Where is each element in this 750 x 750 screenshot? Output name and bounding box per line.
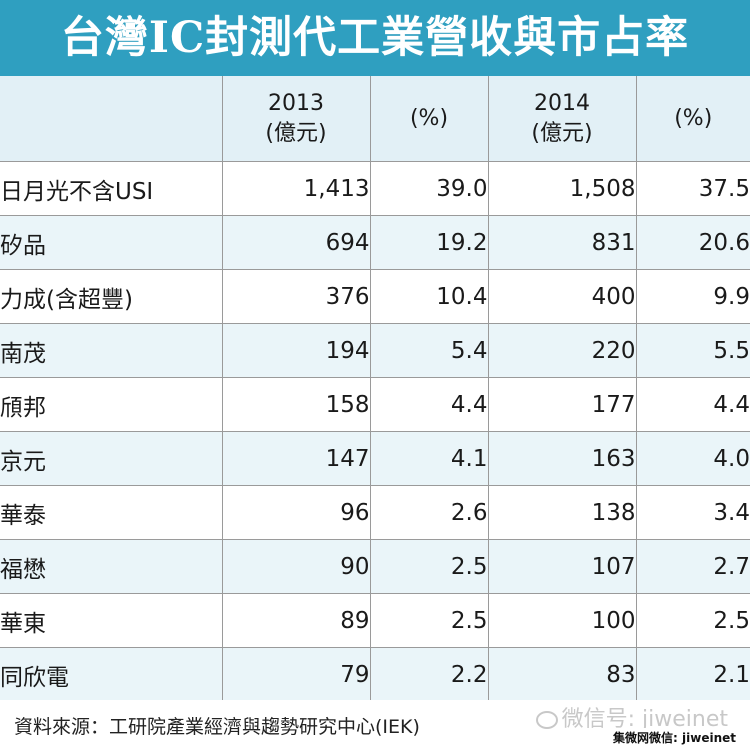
column-unit-label: (億元) [265,120,327,146]
table-row: 南茂 194 5.4 220 5.5 [0,323,750,378]
share-2013-cell: 2.2 [370,647,489,702]
table-row: 同欣電 79 2.2 83 2.1 [0,647,750,702]
share-2014-cell: 37.5 [636,161,750,216]
share-2013-cell: 2.5 [370,539,489,594]
share-2014-cell: 4.0 [636,431,750,486]
share-2013-cell: 2.5 [370,593,489,648]
source-note: 資料來源：工研院產業經濟與趨勢研究中心(IEK) [14,716,420,738]
table-row: 日月光不含USI 1,413 39.0 1,508 37.5 [0,161,750,216]
footer: 資料來源：工研院產業經濟與趨勢研究中心(IEK) 微信号: jiweinet 集… [0,700,750,750]
share-2014-cell: 20.6 [636,215,750,270]
revenue-2014-cell: 83 [488,647,637,702]
column-unit-label: (億元) [531,120,593,146]
company-name-cell: 南茂 [0,323,223,378]
share-2013-cell: 10.4 [370,269,489,324]
company-name-cell: 日月光不含USI [0,161,223,216]
company-name-cell: 矽品 [0,215,223,270]
revenue-2014-cell: 177 [488,377,637,432]
share-2014-cell: 9.9 [636,269,750,324]
company-name-cell: 力成(含超豐) [0,269,223,324]
company-name-cell: 同欣電 [0,647,223,702]
revenue-2014-cell: 107 [488,539,637,594]
watermark-text: 微信号: jiweinet [561,707,728,732]
revenue-2014-cell: 1,508 [488,161,637,216]
revenue-2013-cell: 89 [222,593,371,648]
watermark: 微信号: jiweinet [535,701,728,733]
share-2013-cell: 2.6 [370,485,489,540]
wechat-icon [535,711,558,729]
revenue-2014-cell: 163 [488,431,637,486]
revenue-2013-cell: 376 [222,269,371,324]
share-2014-cell: 3.4 [636,485,750,540]
revenue-2014-cell: 400 [488,269,637,324]
revenue-2013-cell: 694 [222,215,371,270]
chart-title: 台灣IC封測代工業營收與市占率 [0,0,750,76]
share-2013-cell: 5.4 [370,323,489,378]
share-2013-cell: 4.4 [370,377,489,432]
watermark-sub: 集微网微信: jiweinet [609,728,740,747]
table-row: 華泰 96 2.6 138 3.4 [0,485,750,540]
revenue-2013-cell: 194 [222,323,371,378]
share-2013-cell: 19.2 [370,215,489,270]
column-header-2014-share: (%) [636,76,750,162]
revenue-table: 2013 (億元) (%) 2014 (億元) (%) 日月光不含USI 1,41… [0,76,750,702]
column-year-label: 2014 [534,90,590,116]
table-row: 頎邦 158 4.4 177 4.4 [0,377,750,432]
column-header-2013-share: (%) [370,76,489,162]
revenue-2013-cell: 79 [222,647,371,702]
share-2013-cell: 39.0 [370,161,489,216]
revenue-2014-cell: 100 [488,593,637,648]
column-header-2014-revenue: 2014 (億元) [488,76,637,162]
share-2014-cell: 4.4 [636,377,750,432]
share-2014-cell: 2.1 [636,647,750,702]
revenue-2013-cell: 96 [222,485,371,540]
company-name-cell: 華泰 [0,485,223,540]
revenue-2014-cell: 220 [488,323,637,378]
revenue-2013-cell: 147 [222,431,371,486]
share-2014-cell: 5.5 [636,323,750,378]
table-row: 福懋 90 2.5 107 2.7 [0,539,750,594]
company-name-cell: 京元 [0,431,223,486]
table-body: 日月光不含USI 1,413 39.0 1,508 37.5 矽品 694 19.2 831 20… [0,161,750,702]
company-name-cell: 頎邦 [0,377,223,432]
revenue-2014-cell: 138 [488,485,637,540]
share-2014-cell: 2.5 [636,593,750,648]
table-row: 華東 89 2.5 100 2.5 [0,593,750,648]
revenue-2013-cell: 1,413 [222,161,371,216]
revenue-2013-cell: 158 [222,377,371,432]
column-header-company [0,76,223,162]
revenue-2013-cell: 90 [222,539,371,594]
company-name-cell: 華東 [0,593,223,648]
table-row: 京元 147 4.1 163 4.0 [0,431,750,486]
table-row: 矽品 694 19.2 831 20.6 [0,215,750,270]
share-2013-cell: 4.1 [370,431,489,486]
share-2014-cell: 2.7 [636,539,750,594]
column-year-label: 2013 [268,90,324,116]
table-row: 力成(含超豐) 376 10.4 400 9.9 [0,269,750,324]
company-name-cell: 福懋 [0,539,223,594]
column-header-2013-revenue: 2013 (億元) [222,76,371,162]
header-row: 2013 (億元) (%) 2014 (億元) (%) [0,76,750,162]
revenue-2014-cell: 831 [488,215,637,270]
